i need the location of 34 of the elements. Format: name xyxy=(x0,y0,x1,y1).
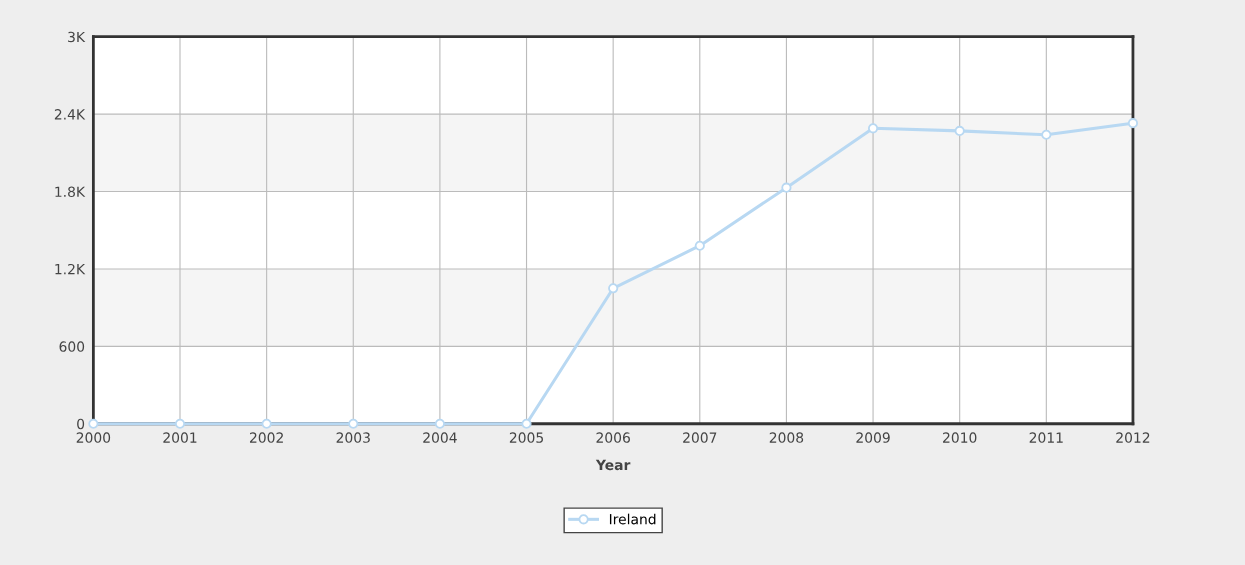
y-tick-label: 1.2K xyxy=(55,263,86,275)
point xyxy=(694,240,705,251)
point xyxy=(174,418,186,429)
x-tick-label: 2007 xyxy=(683,432,717,443)
point xyxy=(781,182,792,193)
x-tick-label: 2002 xyxy=(249,432,283,443)
point xyxy=(954,125,965,136)
x-tick-label: 2008 xyxy=(769,432,804,443)
point xyxy=(348,418,359,429)
x-tick-label: 2010 xyxy=(943,432,977,443)
x-tick-label: 2011 xyxy=(1029,432,1063,443)
point xyxy=(1127,118,1139,129)
point xyxy=(434,418,445,429)
x-tick-label: 2003 xyxy=(336,432,370,443)
x-axis-title: Year xyxy=(595,459,631,471)
legend-label: Ireland xyxy=(609,513,656,525)
x-tick-label: 2006 xyxy=(596,432,630,443)
point xyxy=(1041,129,1052,140)
x-tick-label: 2001 xyxy=(163,432,197,443)
point xyxy=(521,418,532,429)
point xyxy=(608,283,619,294)
y-tick-label: 600 xyxy=(59,341,85,352)
y-tick-label: 1.8K xyxy=(55,186,86,198)
x-tick-label: 2004 xyxy=(423,432,457,443)
y-tick-label: 2.4K xyxy=(54,109,86,120)
x-tick-label: 2009 xyxy=(856,432,890,443)
point xyxy=(261,418,272,429)
point xyxy=(88,418,99,429)
x-tick-label: 2005 xyxy=(509,432,543,443)
x-tick-label: 2000 xyxy=(76,432,111,443)
y-tick-label: 3K xyxy=(68,31,86,43)
point xyxy=(867,123,879,134)
y-tick-label: 0 xyxy=(77,418,85,430)
x-tick-label: 2012 xyxy=(1116,432,1150,443)
